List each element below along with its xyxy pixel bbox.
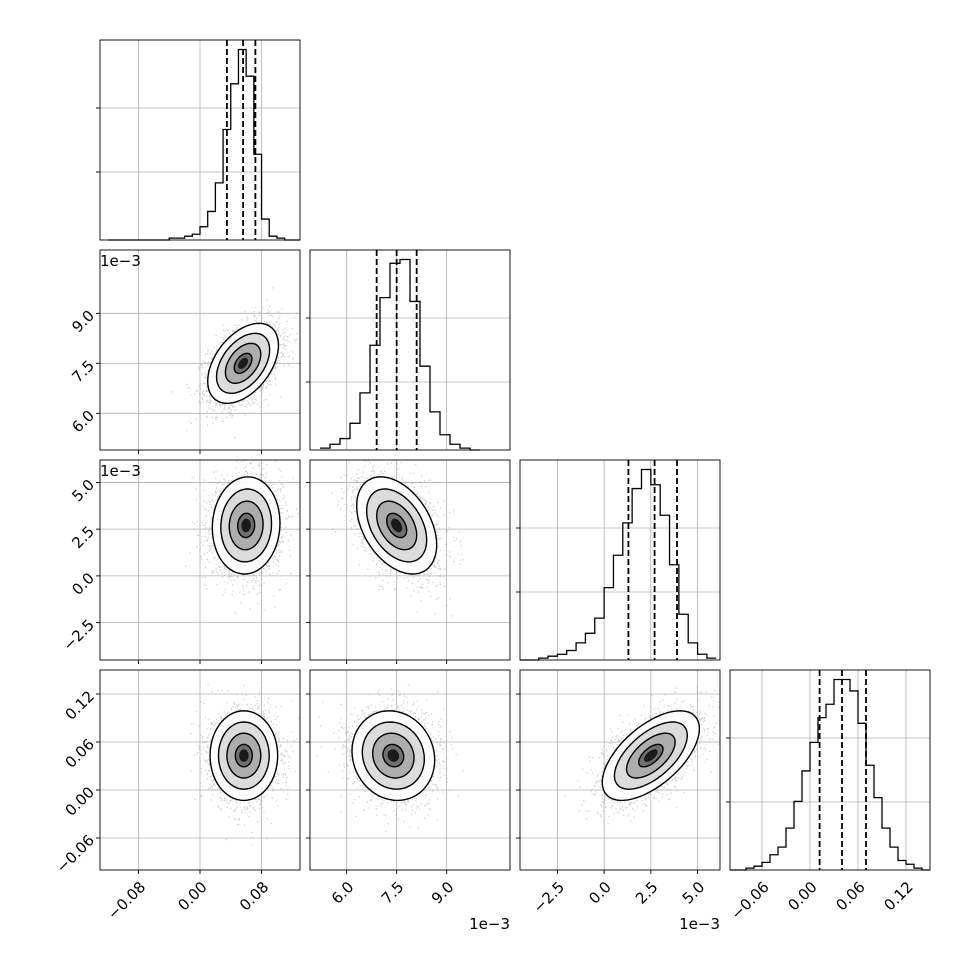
density-core [644,749,658,762]
panel-p0-p2 [96,459,301,664]
hist-panel-p1 [306,249,511,451]
contour-line-0 [234,743,254,768]
contour-line-3 [211,476,281,575]
x-tick-label-p2-2: 2.5 [632,878,662,908]
y-tick-label-p2-0: −2.5 [60,616,98,654]
contour-line-1 [224,342,262,384]
y-tick-label-p1-1: 7.5 [68,357,98,387]
hist-step-p1 [320,258,480,451]
panel-frame [309,669,511,871]
y-tick-label-p2-1: 0.0 [68,569,98,599]
x-tick-label-p3-3: 0.12 [880,878,916,914]
x-offset-label-p2: 1e−3 [679,915,720,933]
panel-frame [309,249,511,451]
hist-step-p2 [520,468,717,661]
x-offset-label-p1: 1e−3 [469,915,510,933]
panel-p2-p3 [516,669,721,874]
y-tick-label-p2-2: 2.5 [68,522,98,552]
contour-line-2 [361,721,426,790]
contour-line-1 [228,500,264,551]
density-core [391,518,403,533]
panel-frame [519,459,721,661]
x-tick-label-p1-1: 7.5 [378,878,408,908]
hist-step-p0 [107,48,300,241]
y-tick-label-p1-0: 6.0 [68,407,98,437]
contour-line-2 [215,332,271,394]
contour-line-0 [236,512,256,539]
x-tick-label-p2-0: −2.5 [530,878,568,916]
density-core [241,518,251,533]
y-offset-label-p1: 1e−3 [100,252,141,270]
contour-line-0 [386,512,408,539]
contour-line-3 [355,476,438,575]
contour-line-2 [613,721,689,790]
hist-panel-p0 [96,39,301,241]
density-core [387,749,400,762]
contour-line-0 [637,743,664,768]
x-tick-label-p0-2: 0.08 [236,878,272,914]
panel-p0-p1 [96,249,301,454]
contour-line-3 [601,710,701,802]
panel-frame [729,669,931,871]
contour-line-2 [217,721,270,790]
contour-line-0 [233,352,253,374]
contour-line-3 [206,322,280,405]
contour-line-3 [209,710,279,802]
y-tick-label-p3-3: 0.12 [62,687,98,723]
contour-line-1 [371,732,415,779]
panel-frame [309,459,511,661]
y-tick-label-p3-1: 0.00 [62,783,98,819]
contour-line-1 [625,732,676,779]
density-core [239,749,249,762]
contour-line-0 [382,743,405,768]
x-tick-label-p2-3: 5.0 [679,878,709,908]
x-tick-label-p3-1: 0.00 [784,878,820,914]
y-offset-label-p2: 1e−3 [100,462,141,480]
panel-frame [99,39,301,241]
x-tick-label-p3-2: 0.06 [832,878,868,914]
contour-line-1 [226,732,262,779]
y-tick-label-p3-2: 0.06 [62,735,98,771]
y-tick-label-p1-2: 9.0 [68,307,98,337]
hist-step-p3 [730,678,930,871]
hist-panel-p2 [516,459,721,661]
panel-p0-p3 [96,669,301,874]
contour-line-1 [375,500,418,551]
density-core [238,357,248,369]
panel-p1-p2 [306,459,511,664]
contour-line-2 [365,488,428,563]
contour-line-2 [220,488,273,563]
x-tick-label-p3-0: −0.06 [728,878,773,923]
x-tick-label-p1-0: 6.0 [328,878,358,908]
y-tick-label-p3-0: −0.06 [53,831,98,876]
x-tick-label-p0-1: 0.00 [174,878,210,914]
contour-line-3 [351,710,436,802]
panel-p1-p3 [306,669,511,874]
x-tick-label-p1-2: 9.0 [428,878,458,908]
y-tick-label-p2-3: 5.0 [68,476,98,506]
hist-panel-p3 [726,669,931,871]
x-tick-label-p0-0: −0.08 [104,878,149,923]
panel-frame [519,669,721,871]
x-tick-label-p2-1: 0.0 [585,878,615,908]
